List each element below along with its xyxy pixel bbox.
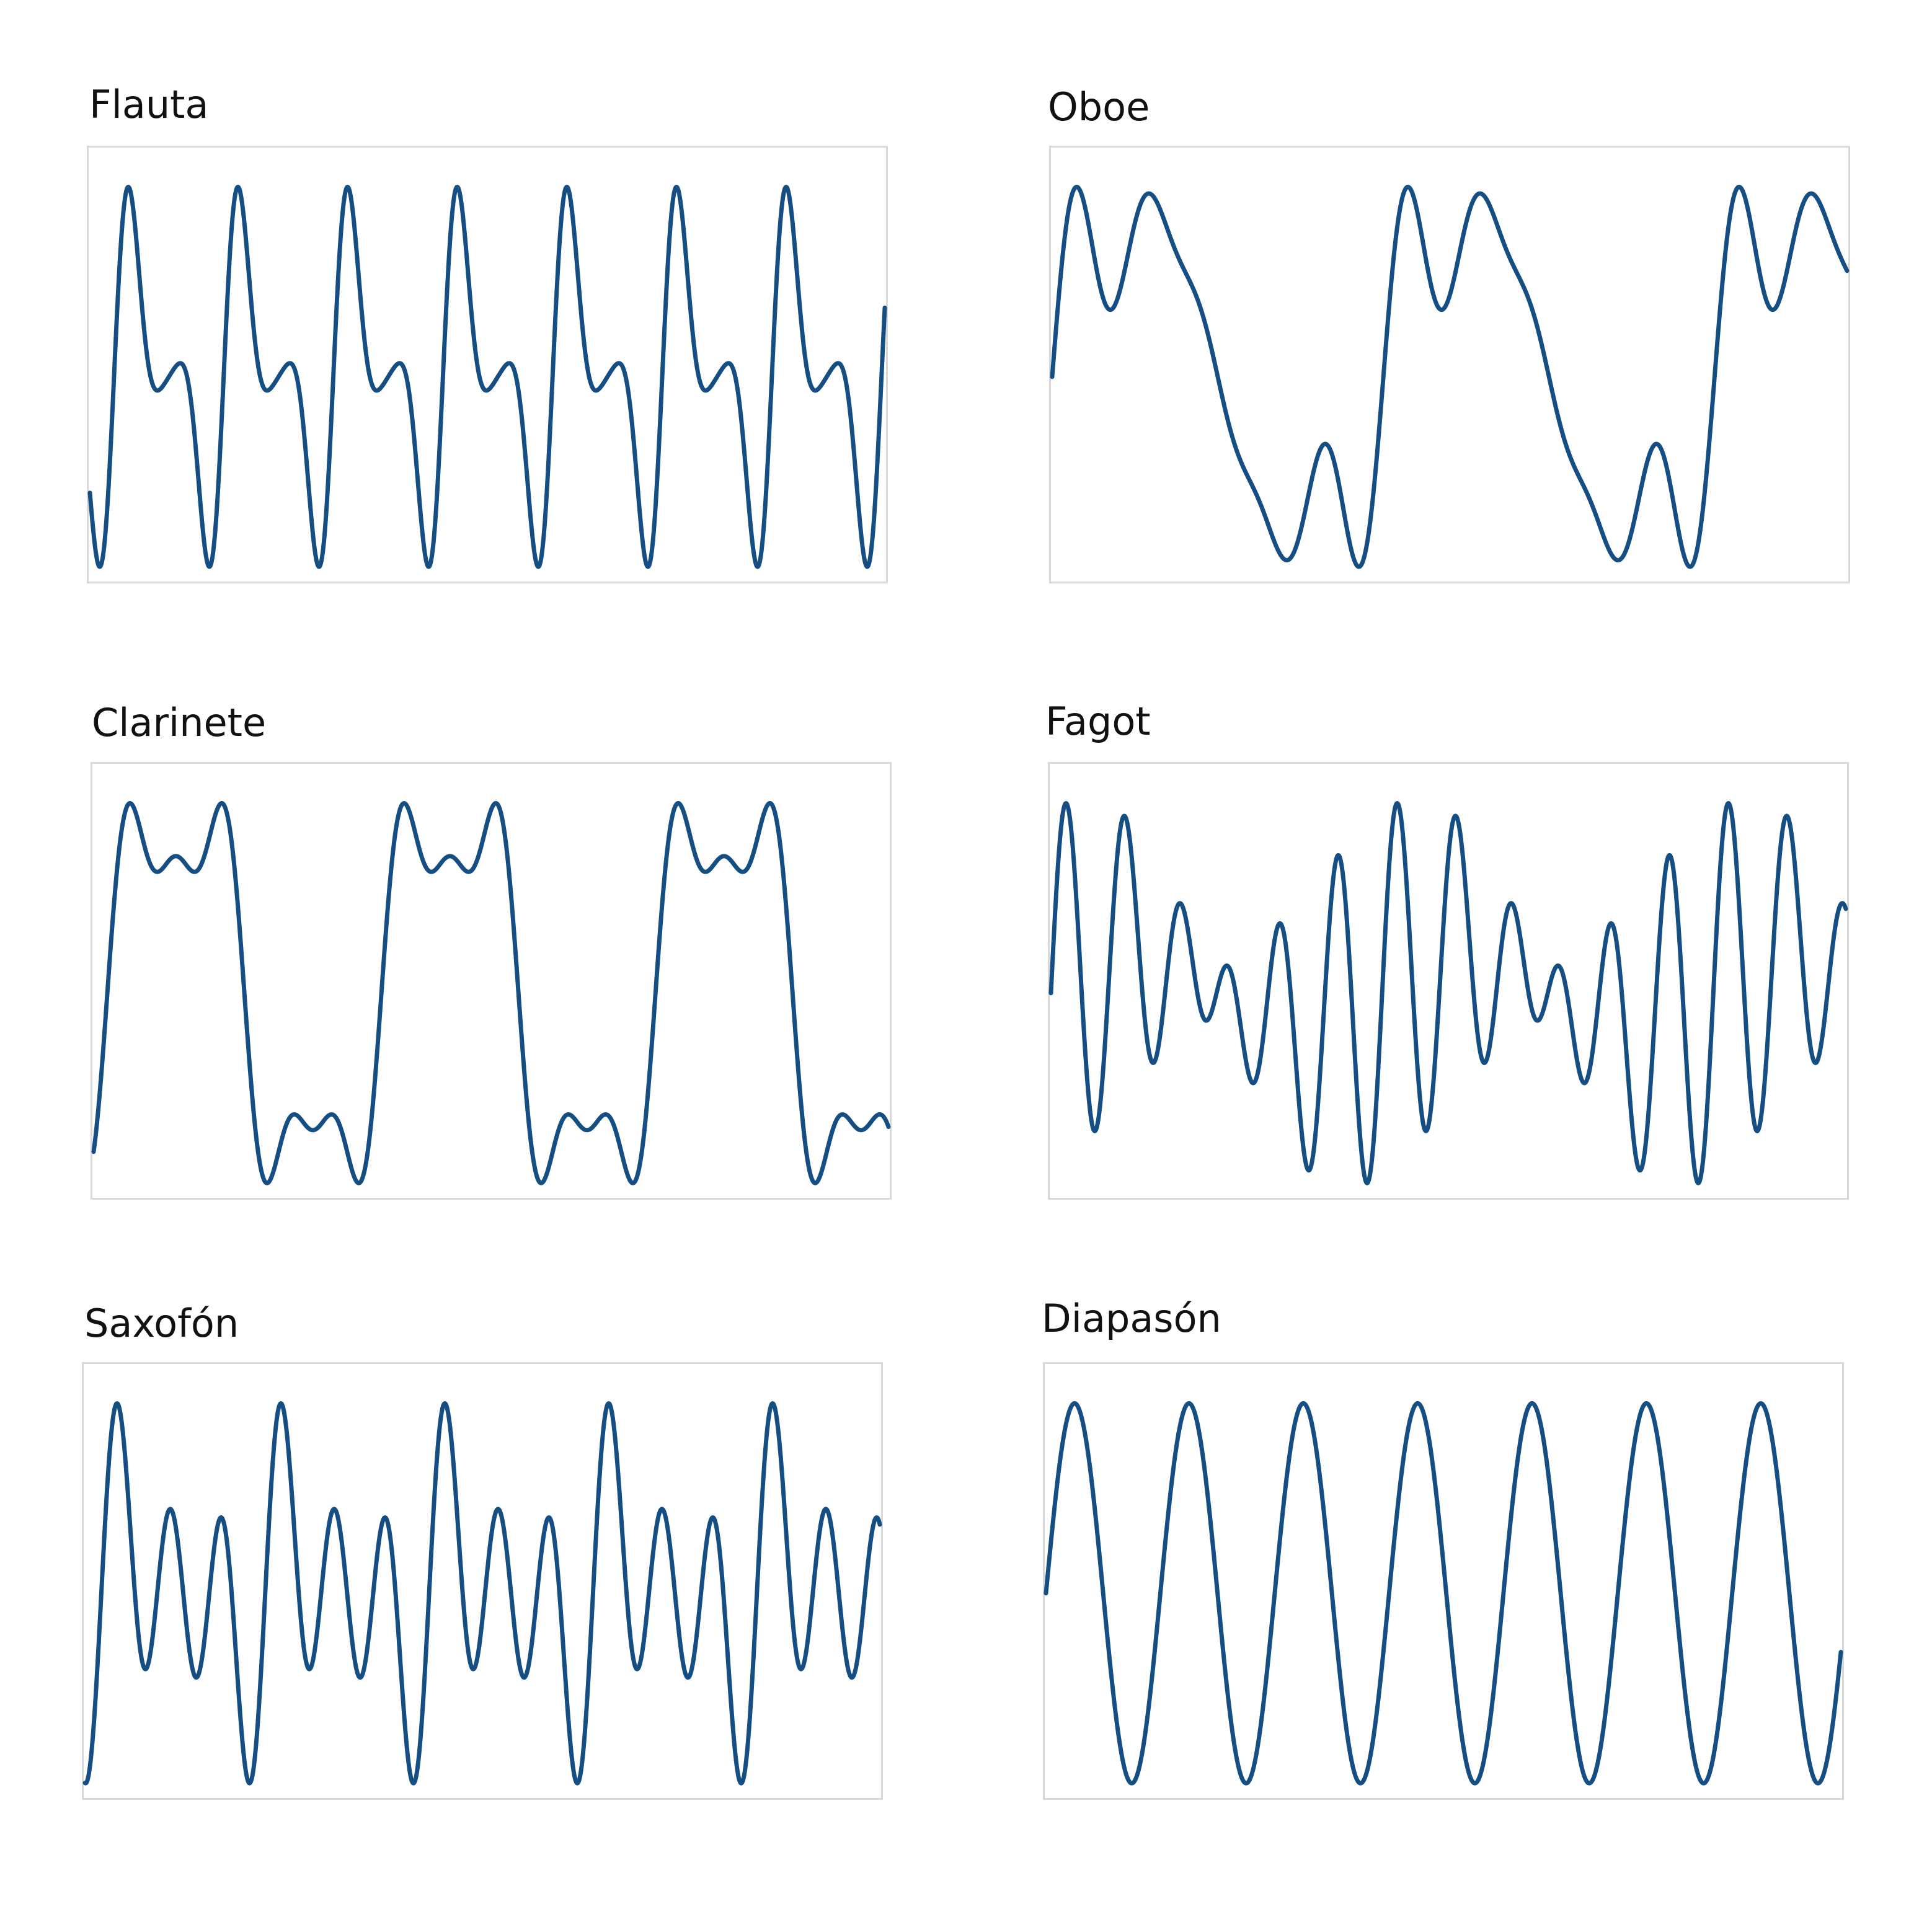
diapason-plot <box>1043 1362 1844 1800</box>
flauta-waveform-svg <box>87 184 887 569</box>
saxofon-title: Saxofón <box>84 1301 239 1346</box>
clarinete-waveform-svg <box>91 800 891 1185</box>
saxofon-waveform-line <box>82 1401 882 1786</box>
flauta-title: Flauta <box>89 82 209 127</box>
oboe-waveform-line <box>1050 184 1850 569</box>
diapason-waveform-svg <box>1044 1401 1843 1786</box>
diapason-title: Diapasón <box>1042 1296 1221 1341</box>
fagot-title: Fagot <box>1045 699 1151 744</box>
clarinete-plot <box>91 762 892 1200</box>
clarinete-title: Clarinete <box>92 700 267 745</box>
diapason-waveform-line <box>1044 1401 1843 1786</box>
fagot-plot <box>1048 762 1849 1200</box>
oboe-title: Oboe <box>1048 84 1150 130</box>
clarinete-waveform-line <box>91 800 891 1185</box>
saxofon-waveform-svg <box>82 1401 882 1786</box>
fagot-waveform-line <box>1048 800 1848 1185</box>
flauta-plot <box>87 146 888 583</box>
flauta-waveform-line <box>87 184 887 569</box>
oboe-waveform-svg <box>1050 184 1850 569</box>
oboe-plot <box>1049 146 1850 583</box>
fagot-waveform-svg <box>1048 800 1848 1185</box>
saxofon-plot <box>82 1362 883 1800</box>
